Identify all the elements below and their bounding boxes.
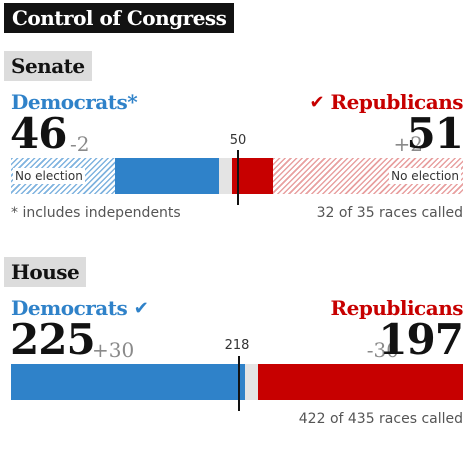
senate-rep-no-election-label: No election (389, 168, 461, 184)
house-republicans-label: Republicans (331, 296, 464, 320)
house-uncalled-segment (244, 364, 259, 400)
house-races-called: 422 of 435 races called (298, 411, 463, 427)
house-democrats-label: Democrats ✔ (11, 296, 149, 321)
senate-races-called: 32 of 35 races called (316, 205, 463, 221)
senate-majority-line (237, 150, 239, 205)
senate-republicans-check-icon: ✔ (309, 92, 325, 113)
senate-republicans-change: +2 (393, 132, 423, 156)
house-bar (11, 364, 463, 400)
senate-section-label: Senate (4, 51, 92, 81)
house-section-label: House (4, 257, 87, 287)
senate-rep-won-segment (232, 158, 274, 194)
house-democrats-name: Democrats (11, 296, 128, 320)
house-democrats-change: +30 (92, 338, 135, 362)
house-rep-won-segment (258, 364, 463, 400)
house-majority-line (237, 356, 240, 411)
senate-label: Senate (11, 54, 85, 78)
house-dem-won-segment (11, 364, 245, 400)
senate-republicans-name: Republicans (330, 90, 464, 114)
senate-bar: No election No election (11, 158, 463, 194)
chart-title: Control of Congress (12, 6, 227, 30)
senate-footnote-left: * includes independents (11, 205, 181, 221)
senate-democrats-name: Democrats* (11, 90, 138, 114)
senate-democrats-label: Democrats* (11, 90, 138, 114)
house-majority-number: 218 (224, 338, 250, 353)
senate-uncalled-segment (218, 158, 233, 194)
house-democrats-seats: 225 (10, 315, 96, 364)
house-label: House (11, 260, 80, 284)
senate-dem-won-segment (114, 158, 219, 194)
senate-republicans-seats: 51 (406, 109, 464, 158)
chart-title-box: Control of Congress (4, 3, 235, 33)
house-republicans-change: -30 (366, 338, 399, 362)
house-republicans-seats: 197 (378, 315, 464, 364)
senate-republicans-label: ✔ Republicans (309, 90, 463, 115)
senate-democrats-seats: 46 (10, 109, 67, 158)
senate-dem-no-election-label: No election (13, 168, 85, 184)
senate-majority-number: 50 (229, 133, 247, 148)
house-democrats-check-icon: ✔ (133, 298, 149, 319)
senate-democrats-change: -2 (70, 132, 90, 156)
house-republicans-name: Republicans (330, 296, 464, 320)
